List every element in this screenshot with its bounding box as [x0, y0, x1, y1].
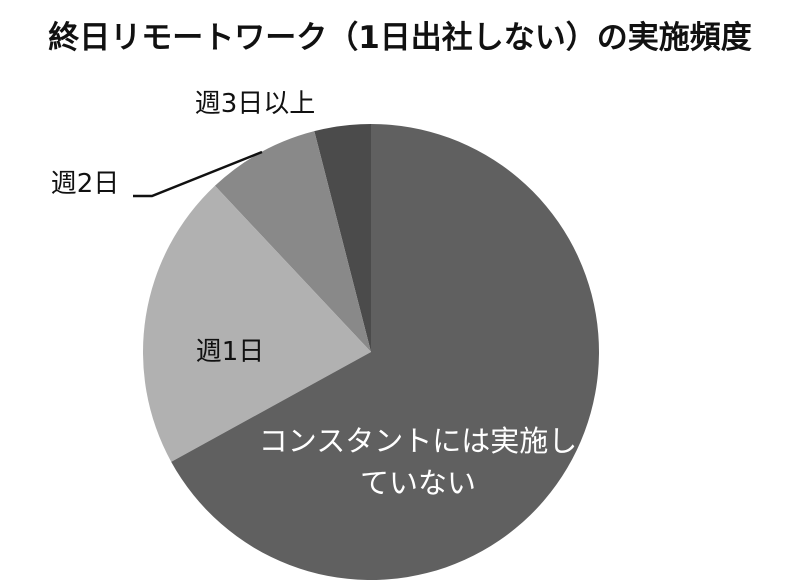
slice-label: コンスタントには実施していない	[258, 424, 578, 501]
slice-label: 週1日	[195, 337, 265, 367]
pie-slice	[171, 124, 599, 580]
chart-title: 終日リモートワーク（1日出社しない）の実施頻度	[48, 20, 752, 56]
leader-line	[133, 150, 263, 198]
pie-slice	[143, 185, 371, 462]
slice-label: 週2日	[50, 169, 120, 199]
slice-label: 週3日以上	[194, 89, 316, 119]
pie-slice	[314, 124, 371, 352]
pie-slice	[214, 131, 371, 352]
